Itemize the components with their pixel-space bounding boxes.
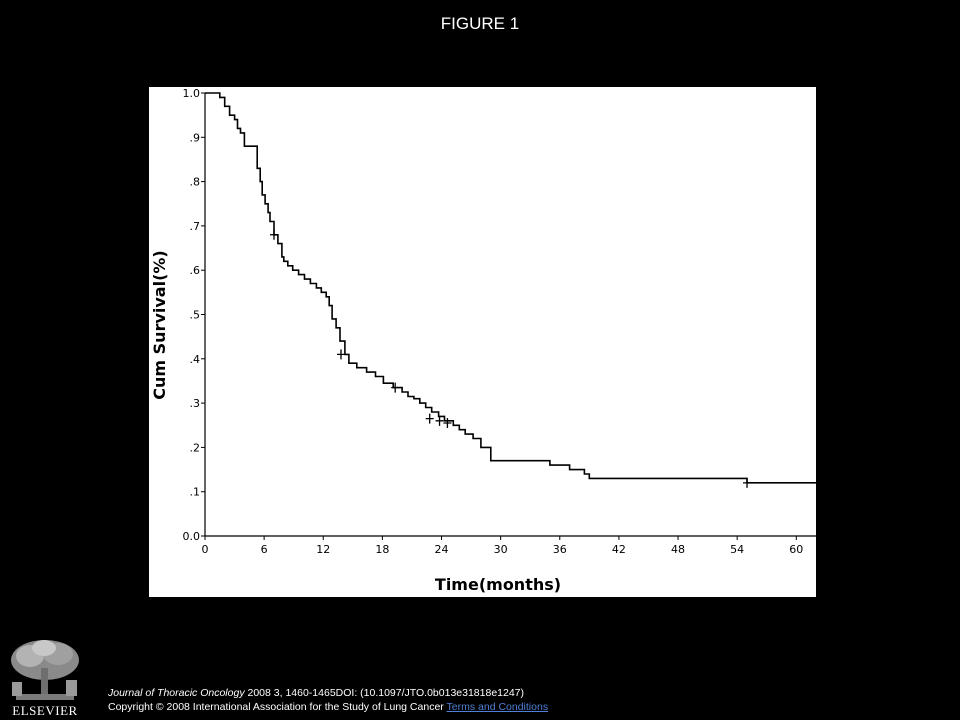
censor-mark (425, 413, 434, 424)
censor-mark (743, 477, 752, 488)
x-axis-title: Time(months) (435, 575, 561, 594)
x-tick-label: 24 (435, 543, 449, 556)
y-tick-label: 0.0 (183, 530, 201, 543)
citation-line: Journal of Thoracic Oncology 2008 3, 146… (108, 686, 548, 700)
y-tick-label: .4 (190, 353, 201, 366)
y-tick-label: .7 (190, 220, 201, 233)
chart-series (205, 92, 816, 484)
footer-citation: Journal of Thoracic Oncology 2008 3, 146… (108, 686, 548, 714)
x-tick-label: 30 (494, 543, 508, 556)
x-tick-label: 60 (789, 543, 803, 556)
y-tick-label: .9 (190, 131, 201, 144)
y-tick-label: .6 (190, 264, 201, 277)
censor-mark (336, 349, 345, 360)
elsevier-logo: ELSEVIER (6, 638, 84, 720)
chart-censor-marks (269, 229, 752, 488)
y-tick-label: .3 (190, 397, 201, 410)
copyright-line: Copyright © 2008 International Associati… (108, 700, 548, 714)
y-tick-label: .2 (190, 441, 201, 454)
x-tick-label: 12 (316, 543, 330, 556)
copyright-text: Copyright © 2008 International Associati… (108, 701, 444, 713)
y-tick-label: .5 (190, 309, 201, 322)
citation-details: 2008 3, 1460-1465DOI: (10.1097/JTO.0b013… (244, 687, 525, 699)
x-tick-label: 6 (261, 543, 268, 556)
censor-mark (269, 229, 278, 240)
survival-step-line (205, 92, 816, 484)
figure-title: FIGURE 1 (440, 14, 520, 33)
chart-svg: 0.0 .1 .2 .3 .4 .5 .6 .7 .8 .9 1.0 0 6 12 18 24 30 36 42 48… (150, 87, 816, 594)
elsevier-wordmark: ELSEVIER (12, 703, 78, 718)
censor-mark (443, 418, 452, 429)
elsevier-tree-icon (6, 638, 84, 704)
terms-and-conditions-link[interactable]: Terms and Conditions (446, 701, 549, 713)
x-tick-label: 18 (375, 543, 389, 556)
x-tick-label: 54 (730, 543, 744, 556)
x-tick-label: 48 (671, 543, 685, 556)
x-tick-label: 36 (553, 543, 567, 556)
journal-name: Journal of Thoracic Oncology (108, 687, 245, 699)
chart-ticks: 0.0 .1 .2 .3 .4 .5 .6 .7 .8 .9 1.0 0 6 12 18 24 30 36 42 48… (183, 87, 804, 556)
survival-chart: 0.0 .1 .2 .3 .4 .5 .6 .7 .8 .9 1.0 0 6 12 18 24 30 36 42 48… (149, 87, 816, 597)
y-tick-label: .8 (190, 176, 201, 189)
y-axis-title: Cum Survival(%) (150, 250, 169, 399)
x-tick-label: 0 (202, 543, 209, 556)
y-tick-label: .1 (190, 486, 201, 499)
censor-mark (391, 382, 400, 393)
censor-mark (435, 415, 444, 426)
y-tick-label: 1.0 (183, 87, 201, 100)
x-tick-label: 42 (612, 543, 626, 556)
chart-axes (204, 93, 816, 537)
